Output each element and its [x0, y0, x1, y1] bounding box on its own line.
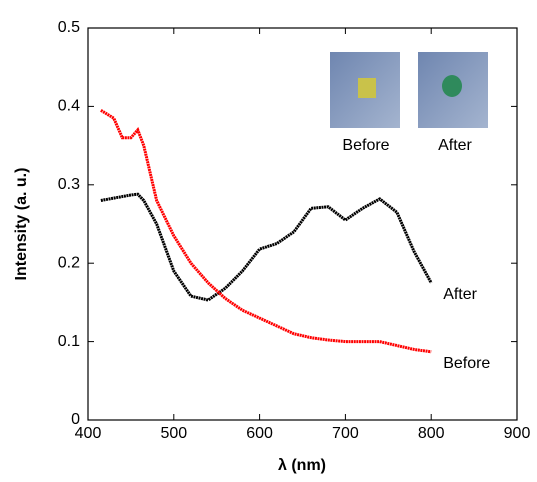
- x-tick-label: 700: [332, 425, 359, 442]
- x-axis-label: λ (nm): [278, 457, 326, 474]
- plot-frame: [87, 27, 518, 421]
- x-tick-label: 600: [246, 425, 273, 442]
- y-tick-label: 0.4: [58, 98, 80, 115]
- y-tick-label: 0: [71, 411, 80, 428]
- series-label: Before: [443, 355, 490, 372]
- series-label: After: [443, 286, 477, 303]
- x-tick-label: 500: [160, 425, 187, 442]
- x-tick-label: 900: [504, 425, 531, 442]
- sample: [358, 78, 376, 98]
- y-tick-label: 0.1: [58, 333, 80, 350]
- y-tick-label: 0.5: [58, 19, 80, 36]
- x-tick-label: 400: [75, 425, 102, 442]
- y-tick-label: 0.3: [58, 176, 80, 193]
- y-axis-label: Intensity (a. u.): [13, 168, 30, 281]
- inset-label: Before: [342, 137, 389, 154]
- line: [100, 109, 432, 354]
- y-tick-label: 0.2: [58, 254, 80, 271]
- x-tick-label: 800: [418, 425, 445, 442]
- sample: [442, 75, 462, 97]
- line: [100, 192, 433, 302]
- inset-label: After: [438, 137, 472, 154]
